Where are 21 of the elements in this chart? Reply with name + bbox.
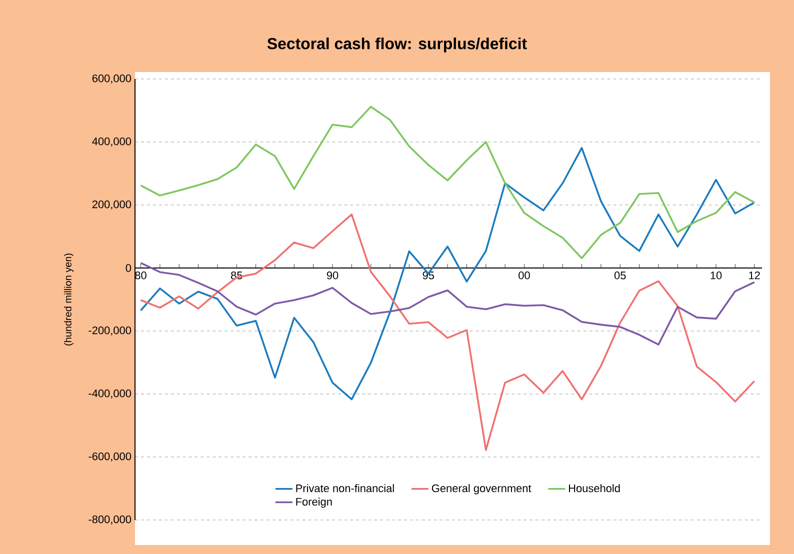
y-tick-label: 600,000 <box>92 74 132 84</box>
x-tick-label: 12 <box>749 272 760 280</box>
line-series <box>140 106 756 260</box>
y-axis-title: (hundred million yen) <box>64 254 74 346</box>
y-tick-label: -800,000 <box>88 515 132 525</box>
x-tick-label: 00 <box>518 272 530 280</box>
y-tick-label: -200,000 <box>88 326 132 336</box>
legend-label: General government <box>432 484 532 494</box>
y-tick-label: 0 <box>126 264 132 272</box>
y-tick-label: -600,000 <box>88 452 132 462</box>
x-tick-label: 90 <box>326 272 338 280</box>
legend-label: Household <box>569 484 620 492</box>
y-tick-label: 200,000 <box>92 200 132 210</box>
x-tick-label: 80 <box>135 272 146 280</box>
legend-label: Foreign <box>296 498 332 508</box>
y-tick-label: -400,000 <box>88 389 132 399</box>
chart-title: Sectoral cash flow: surplus/deficit <box>267 38 527 52</box>
legend-label: Private non-financial <box>296 484 394 492</box>
y-tick-label: 400,000 <box>92 137 132 147</box>
x-tick-label: 10 <box>710 272 722 280</box>
x-tick-label: 05 <box>614 272 626 280</box>
